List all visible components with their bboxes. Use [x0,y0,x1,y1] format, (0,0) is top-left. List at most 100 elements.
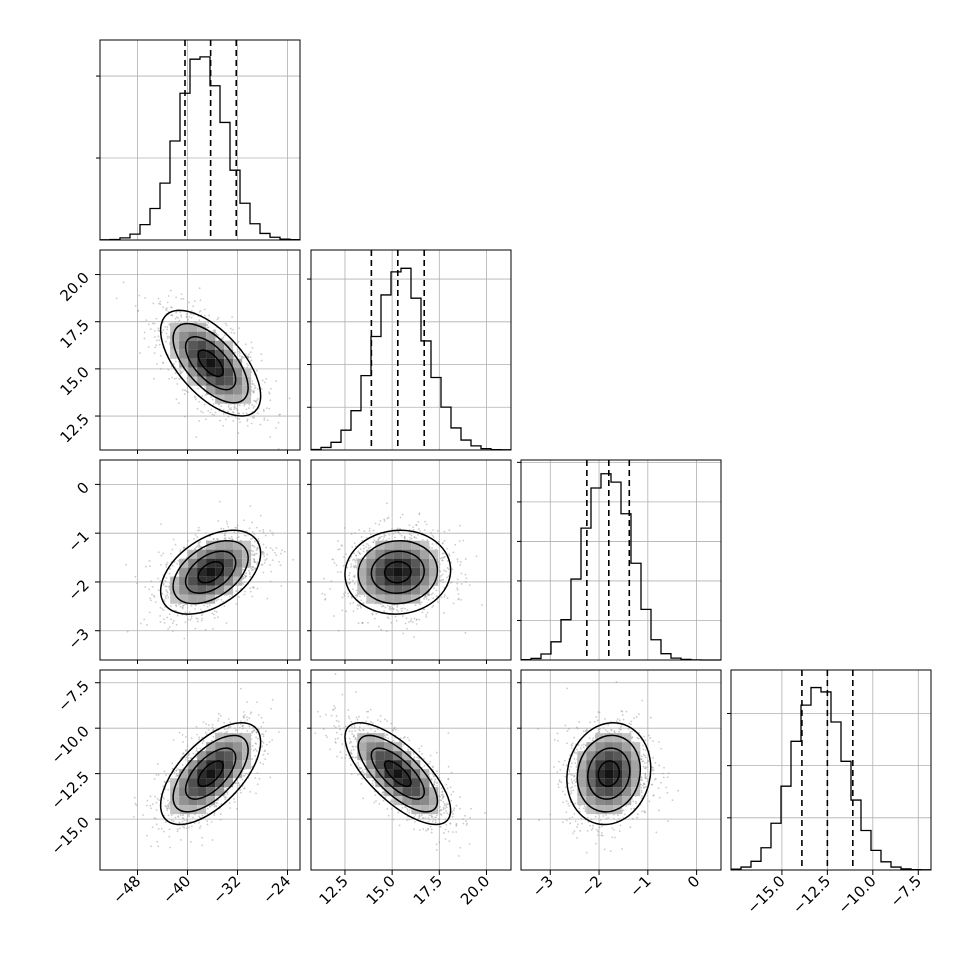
scatter-point [324,599,326,601]
x-tick-label: −10.0 [834,872,879,917]
scatter-point [255,742,257,744]
scatter-point [254,568,256,570]
scatter-point [458,593,460,595]
scatter-point [352,588,354,590]
scatter-point [231,316,233,318]
scatter-point [441,559,443,561]
scatter-point [204,315,206,317]
scatter-point [191,310,193,312]
scatter-point [349,582,351,584]
scatter-point [163,329,165,331]
scatter-point [253,407,255,409]
scatter-point [224,334,226,336]
scatter-point [263,419,265,421]
scatter-point [166,309,168,311]
scatter-point [233,332,235,334]
scatter-point [401,535,403,537]
scatter-point [238,341,240,343]
scatter-point [159,580,161,582]
scatter-point [204,309,206,311]
scatter-point [159,344,161,346]
scatter-point [373,530,375,532]
scatter-point [352,559,354,561]
scatter-point [289,398,291,400]
scatter-point [170,306,172,308]
scatter-point [412,621,414,623]
scatter-point [144,338,146,340]
scatter-point [208,729,210,731]
scatter-point [398,531,400,533]
scatter-point [239,355,241,357]
scatter-point [229,722,231,724]
scatter-point [393,608,395,610]
scatter-point [252,566,254,568]
scatter-point [245,535,247,537]
scatter-point [182,298,184,300]
scatter-point [172,565,174,567]
density-cell [375,577,384,586]
scatter-point [172,549,174,551]
x-tick-label: −15.0 [744,872,789,917]
scatter-point [189,619,191,621]
scatter-point [163,584,165,586]
scatter-point [176,383,178,385]
scatter-point [272,549,274,551]
scatter-point [347,593,349,595]
density-cell [233,386,242,395]
scatter-point [360,548,362,550]
scatter-point [192,305,194,307]
density-cell [206,386,215,395]
scatter-point [252,416,254,418]
scatter-point [199,529,201,531]
y-tick-label: −1 [64,527,92,555]
scatter-point [249,573,251,575]
scatter-point [198,420,200,422]
histogram-step [731,688,931,870]
scatter-point [436,589,438,591]
scatter-point [448,529,450,531]
scatter-point [265,730,267,732]
scatter-point [465,577,467,579]
scatter-point [153,378,155,380]
scatter-point [186,316,188,318]
scatter-point [355,564,357,566]
scatter-point [161,608,163,610]
scatter-point [203,740,205,742]
scatter-point [169,613,171,615]
scatter-point [399,533,401,535]
scatter-point [354,532,356,534]
scatter-point [146,835,148,837]
density-cell [224,377,233,386]
scatter-point [201,618,203,620]
scatter-point [347,596,349,598]
scatter-point [481,604,483,606]
scatter-point [256,527,258,529]
scatter-point [166,329,168,331]
scatter-point [176,773,178,775]
scatter-point [275,427,277,429]
scatter-point [425,614,427,616]
scatter-point [371,613,373,615]
scatter-point [188,815,190,817]
scatter-point [166,307,168,309]
scatter-point [222,338,224,340]
scatter-point [170,553,172,555]
histogram-panel-1 [96,40,300,240]
scatter-point [337,549,339,551]
scatter-point [439,579,441,581]
scatter-point [431,547,433,549]
scatter-point [188,302,190,304]
scatter-point [257,561,259,563]
scatter-point [446,548,448,550]
scatter-point [218,317,220,319]
scatter-point [222,336,224,338]
x-tick-label: −7.5 [887,872,925,910]
scatter-point [226,622,228,624]
scatter-point [368,544,370,546]
scatter-point [265,535,267,537]
scatter-point [352,602,354,604]
scatter-point [169,828,171,830]
scatter-point [217,520,219,522]
scatter-point [438,541,440,543]
scatter-point [205,418,207,420]
